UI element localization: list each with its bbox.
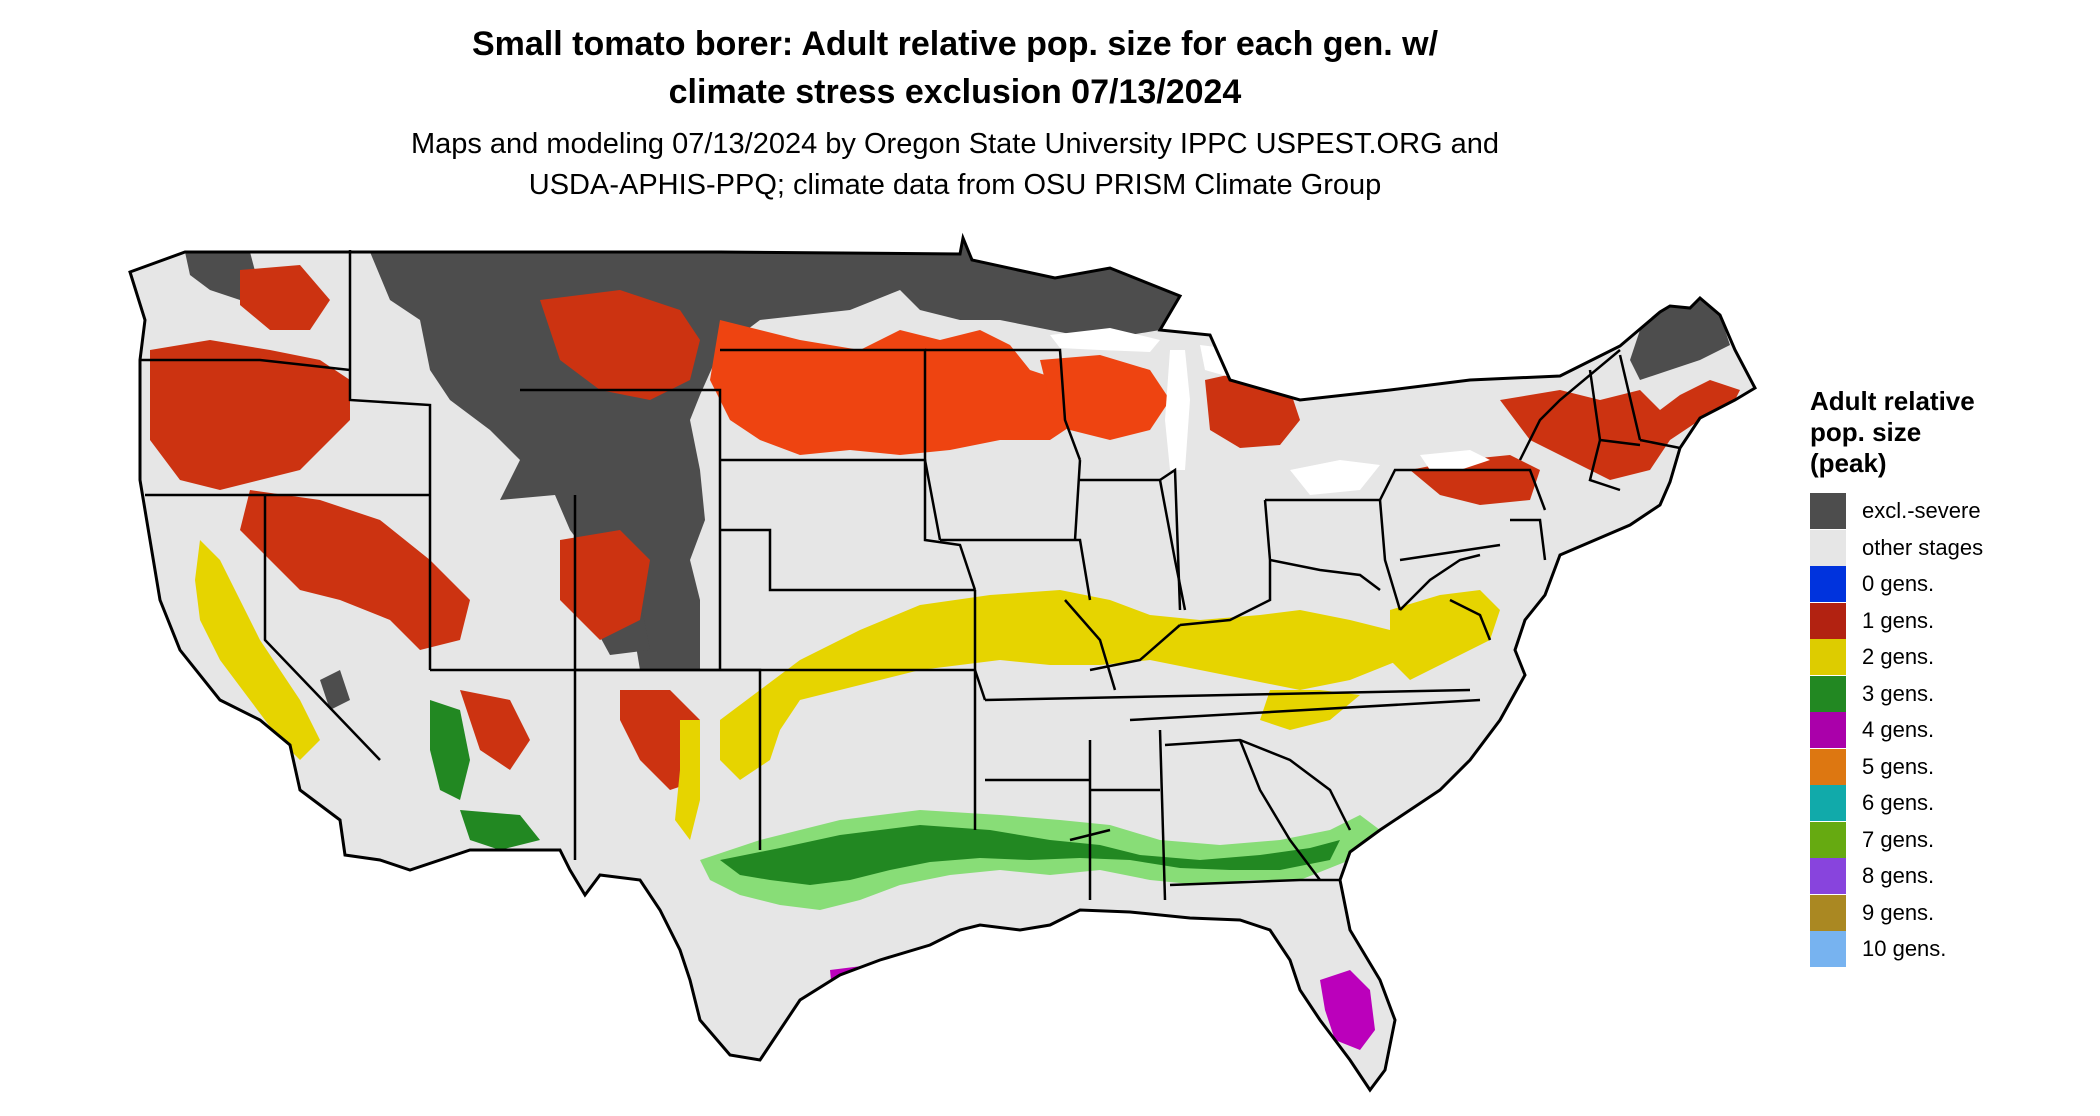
state-borders <box>140 250 1681 901</box>
legend-item: 1 gens. <box>1810 602 2090 640</box>
legend-label: 1 gens. <box>1862 607 1935 633</box>
legend-item: 7 gens. <box>1810 821 2090 859</box>
legend-label: 4 gens. <box>1862 717 1935 743</box>
legend-swatch <box>1810 858 1846 895</box>
legend-label: 0 gens. <box>1862 571 1935 597</box>
legend-label: other stages <box>1862 534 1984 560</box>
legend-label: 10 gens. <box>1862 936 1947 962</box>
legend-swatch <box>1810 566 1846 603</box>
four-gen-region <box>830 965 1375 1050</box>
map-subtitle-line-2: USDA-APHIS-PPQ; climate data from OSU PR… <box>528 169 1382 201</box>
legend-label: 3 gens. <box>1862 680 1935 706</box>
legend-item: 6 gens. <box>1810 785 2090 822</box>
legend-swatch <box>1810 602 1846 639</box>
legend-label: excl.-severe <box>1862 498 1981 524</box>
legend-label: 9 gens. <box>1862 899 1935 925</box>
legend-item: 2 gens. <box>1810 639 2090 676</box>
legend-item: 3 gens. <box>1810 675 2090 713</box>
legend-label: 5 gens. <box>1862 753 1935 779</box>
legend-label: 8 gens. <box>1862 863 1935 889</box>
legend-swatch <box>1810 894 1846 931</box>
legend-swatch <box>1810 931 1846 968</box>
legend-item: other stages <box>1810 529 2090 567</box>
legend-item: 9 gens. <box>1810 894 2090 932</box>
legend-item: 0 gens. <box>1810 566 2090 603</box>
three-gen-region <box>430 700 1380 910</box>
legend-label: 7 gens. <box>1862 826 1935 852</box>
legend-swatch <box>1810 821 1846 858</box>
us-map <box>110 230 1810 1110</box>
map-title-line-2: climate stress exclusion 07/13/2024 <box>668 73 1242 111</box>
legend-label: 6 gens. <box>1862 790 1935 816</box>
map-subtitle: Maps and modeling 07/13/2024 by Oregon S… <box>0 124 1910 206</box>
legend-title-line-2: pop. size <box>1810 417 1922 447</box>
legend-swatch <box>1810 712 1846 749</box>
legend-item: 4 gens. <box>1810 712 2090 749</box>
legend-title-line-1: Adult relative <box>1810 386 1975 416</box>
legend-item: 8 gens. <box>1810 858 2090 895</box>
one-gen-region <box>150 265 1740 790</box>
map-title: Small tomato borer: Adult relative pop. … <box>0 20 1910 116</box>
map-title-line-1: Small tomato borer: Adult relative pop. … <box>471 25 1439 63</box>
legend-swatch <box>1810 529 1846 566</box>
legend-swatch <box>1810 493 1846 530</box>
legend-swatch <box>1810 639 1846 676</box>
legend-swatch <box>1810 675 1846 712</box>
legend-title: Adult relative pop. size (peak) <box>1810 386 2090 479</box>
legend-item: excl.-severe <box>1810 493 2090 530</box>
legend-swatch <box>1810 748 1846 785</box>
us-map-svg <box>128 232 1757 1093</box>
map-subtitle-line-1: Maps and modeling 07/13/2024 by Oregon S… <box>410 128 1500 160</box>
legend-item: 5 gens. <box>1810 748 2090 786</box>
legend-swatch <box>1810 785 1846 822</box>
legend-item: 10 gens. <box>1810 931 2090 968</box>
national-border <box>128 232 1757 1093</box>
legend-title-line-3: (peak) <box>1810 448 1887 478</box>
legend: Adult relative pop. size (peak) excl.-se… <box>1810 386 2090 968</box>
legend-items: excl.-severe other stages 0 gens. 1 gens. 2 … <box>1810 493 2090 968</box>
legend-label: 2 gens. <box>1862 644 1935 670</box>
